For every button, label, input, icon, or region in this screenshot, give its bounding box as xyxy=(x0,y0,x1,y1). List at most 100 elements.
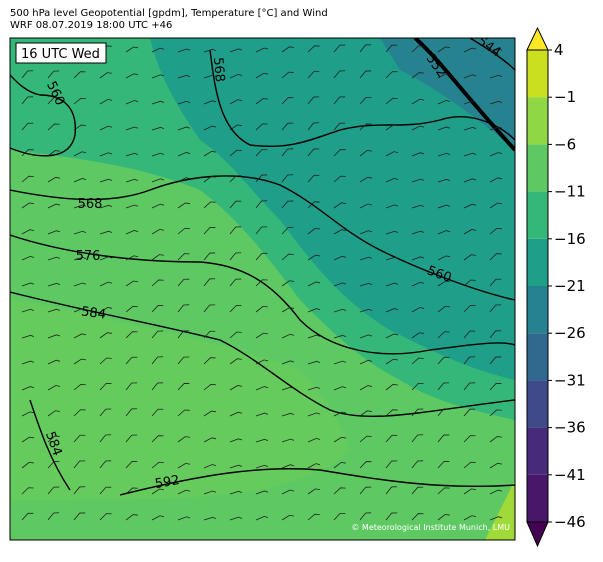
wind-barb xyxy=(203,330,216,339)
wind-barb xyxy=(281,253,294,261)
wind-barb xyxy=(307,228,320,235)
wind-barb xyxy=(281,438,295,443)
wind-barb xyxy=(73,434,86,443)
wind-barb xyxy=(125,514,138,521)
wind-barb xyxy=(437,408,450,417)
wind-barb xyxy=(489,202,503,209)
wind-barb xyxy=(385,230,399,235)
wind-barb xyxy=(125,408,138,417)
contour-label: 568 xyxy=(210,57,227,83)
wind-barb xyxy=(21,175,34,183)
wind-barb xyxy=(125,331,138,339)
wind-barb xyxy=(21,308,35,313)
wind-barb xyxy=(177,462,191,469)
wind-barb xyxy=(333,44,346,53)
wind-barb xyxy=(73,308,87,313)
wind-barb xyxy=(229,226,242,235)
wind-barb xyxy=(359,334,373,339)
wind-barb xyxy=(411,281,425,287)
wind-barb xyxy=(47,203,61,209)
wind-barb xyxy=(177,253,190,261)
wind-barb xyxy=(489,74,503,79)
wind-barb xyxy=(463,461,476,469)
wind-barb xyxy=(99,256,113,261)
wind-barb xyxy=(125,178,139,183)
contour xyxy=(209,49,515,148)
contour xyxy=(119,468,515,496)
wind-barb xyxy=(203,383,216,391)
wind-barb xyxy=(177,227,190,235)
wind-barb xyxy=(437,280,451,287)
wind-barb xyxy=(489,304,502,313)
wind-barb xyxy=(203,437,217,443)
wind-barb xyxy=(359,359,373,365)
wind-barb xyxy=(281,174,294,183)
wind-barb xyxy=(463,435,476,443)
wind-barb xyxy=(333,411,347,417)
wind-barb xyxy=(99,434,112,443)
wind-barb xyxy=(307,281,321,287)
wind-barb xyxy=(203,100,217,105)
wind-barb xyxy=(99,125,113,131)
wind-barb xyxy=(151,382,164,391)
wind-barb xyxy=(203,201,216,209)
wind-barb xyxy=(307,96,320,105)
wind-barb xyxy=(229,385,243,391)
wind-barb xyxy=(203,464,217,469)
wind-barb xyxy=(437,73,451,79)
wind-barb xyxy=(281,360,295,365)
wind-barb xyxy=(177,436,190,443)
wind-barb xyxy=(281,46,295,53)
wind-barb xyxy=(333,202,347,209)
wind-barb xyxy=(385,512,398,521)
wind-barb xyxy=(411,204,425,209)
wind-barb xyxy=(99,230,113,235)
wind-barb xyxy=(151,435,164,443)
wind-barb xyxy=(489,462,503,469)
wind-barb xyxy=(359,308,373,313)
wind-barb xyxy=(151,178,165,183)
wind-barb xyxy=(125,46,139,53)
wind-barb xyxy=(125,152,139,157)
contour-label: 592 xyxy=(154,473,181,492)
wind-barb xyxy=(463,515,477,521)
wind-barb xyxy=(151,228,165,235)
wind-barb xyxy=(333,512,346,521)
wind-barb xyxy=(307,122,320,131)
wind-barb xyxy=(307,174,320,183)
wind-barb xyxy=(307,254,321,261)
wind-barb xyxy=(73,512,86,521)
wind-barb xyxy=(489,227,502,235)
wind-barb xyxy=(307,386,321,391)
wind-barb xyxy=(125,255,139,261)
wind-barb xyxy=(359,282,373,287)
wind-barb xyxy=(307,334,321,339)
wind-barb xyxy=(21,122,34,131)
wind-barb xyxy=(489,436,502,443)
wind-barb xyxy=(437,230,451,235)
contour-label: 576 xyxy=(76,249,101,264)
colorbar-under xyxy=(526,521,549,548)
wind-barb xyxy=(411,434,424,443)
wind-barb xyxy=(73,124,87,131)
wind-barb xyxy=(203,357,216,365)
wind-barb xyxy=(385,409,398,417)
wind-barb xyxy=(47,256,61,261)
wind-barb xyxy=(385,460,398,469)
contour xyxy=(10,234,515,355)
colorbar-tick-label: −1 xyxy=(554,88,576,106)
wind-barb xyxy=(489,489,503,495)
wind-barb xyxy=(489,516,503,521)
wind-barb xyxy=(125,434,138,443)
wind-barb xyxy=(359,123,372,131)
wind-barb xyxy=(385,124,399,131)
wind-barb xyxy=(125,73,139,79)
wind-barb xyxy=(385,282,399,287)
wind-barb xyxy=(229,358,242,365)
wind-barb xyxy=(463,74,477,79)
wind-barb xyxy=(255,279,268,287)
wind-barb xyxy=(333,96,346,105)
wind-barb xyxy=(281,227,294,235)
wind-barb xyxy=(411,460,424,469)
wind-barb xyxy=(177,177,191,183)
